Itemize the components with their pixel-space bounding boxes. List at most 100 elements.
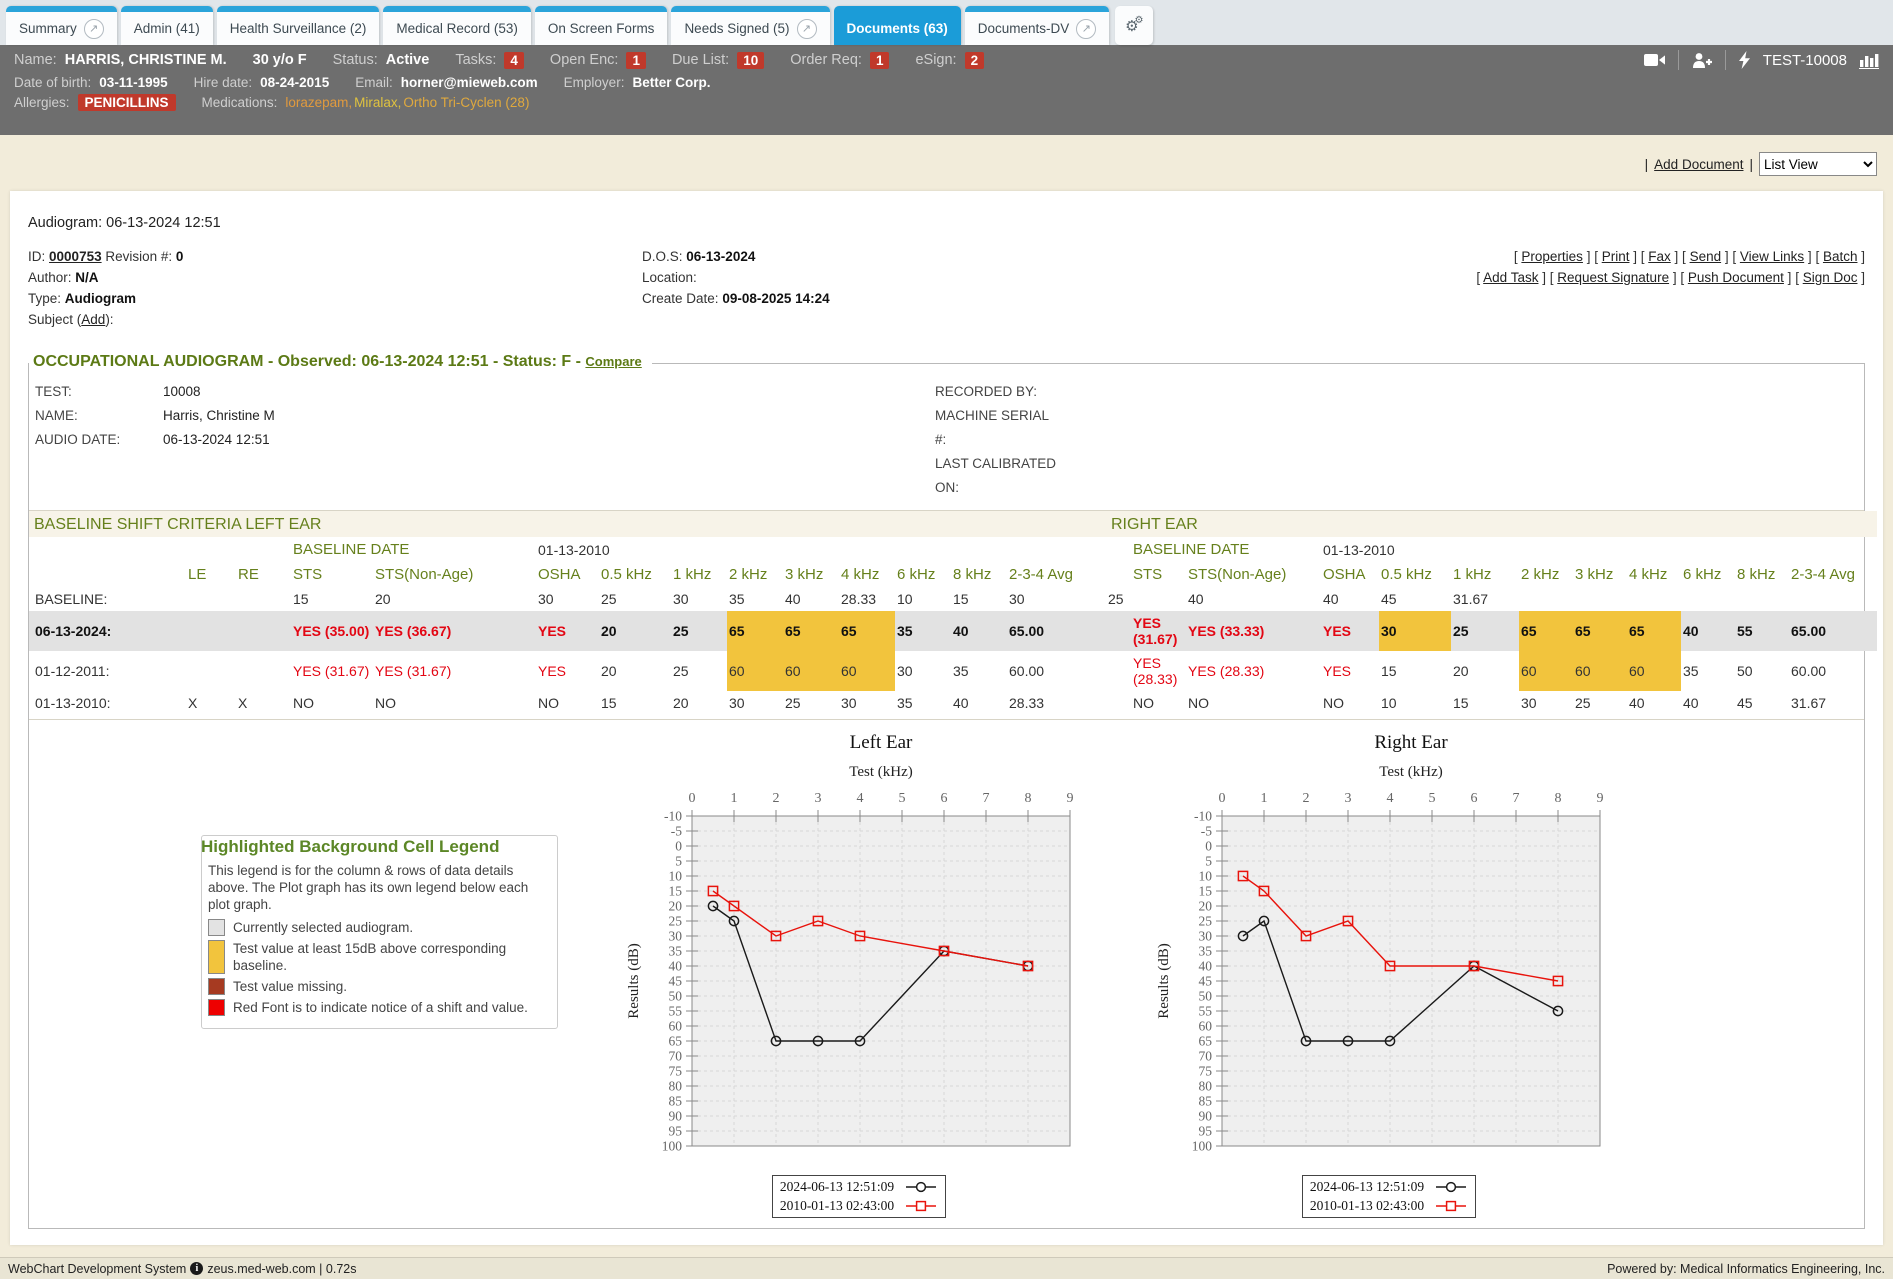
external-link-icon[interactable]: ↗ bbox=[1076, 18, 1097, 39]
bracket: [ bbox=[1811, 249, 1823, 264]
audio-date-label: AUDIO DATE: bbox=[35, 432, 121, 447]
svg-text:-10: -10 bbox=[1194, 809, 1212, 824]
request-signature-link[interactable]: Request Signature bbox=[1557, 270, 1670, 285]
tasks-badge[interactable]: 4 bbox=[504, 51, 524, 69]
cell-le bbox=[186, 651, 236, 691]
compare-link[interactable]: Compare bbox=[585, 354, 642, 369]
cell-right-7: 60 bbox=[1627, 651, 1681, 691]
chart-legend: 2024-06-13 12:51:09 2010-01-13 02:43:00 bbox=[771, 1175, 947, 1218]
gear-icon: ⚙ bbox=[1134, 15, 1144, 26]
audiogram-info-row: NAME: Harris, Christine M bbox=[35, 404, 935, 428]
sign-doc-link[interactable]: Sign Doc bbox=[1802, 270, 1858, 285]
tab-admin-41[interactable]: Admin (41) bbox=[120, 6, 213, 45]
svg-text:3: 3 bbox=[815, 791, 822, 806]
col-header-8-khz: 8 kHz bbox=[953, 566, 992, 583]
svg-text:2: 2 bbox=[773, 791, 780, 806]
view-select[interactable]: List View bbox=[1759, 152, 1877, 176]
document-title: Audiogram: 06-13-2024 12:51 bbox=[28, 215, 221, 231]
cell-right-6: 65 bbox=[1573, 611, 1627, 651]
legend-item-text: Currently selected audiogram. bbox=[233, 920, 414, 935]
view-links-link[interactable]: View Links bbox=[1739, 249, 1805, 264]
chart-legend-row: 2024-06-13 12:51:09 bbox=[1310, 1177, 1468, 1196]
cell-legend-title: Highlighted Background Cell Legend bbox=[201, 837, 500, 856]
bracket: ] bbox=[1804, 249, 1812, 264]
tab-bar: Summary ↗ Admin (41) Health Surveillance (2… bbox=[0, 0, 1893, 45]
col-header-3-khz: 3 kHz bbox=[785, 566, 824, 583]
tab-on-screen-forms[interactable]: On Screen Forms bbox=[534, 6, 668, 45]
col-header-4-khz: 4 kHz bbox=[841, 566, 880, 583]
cell-left-10: 60.00 bbox=[1009, 663, 1045, 679]
flowsheet-chart-icon[interactable] bbox=[1859, 52, 1879, 69]
order-req-badge[interactable]: 1 bbox=[869, 51, 890, 69]
settings-gear-button[interactable]: ⚙ ⚙ bbox=[1115, 6, 1154, 45]
row-date-label: BASELINE: bbox=[35, 591, 108, 607]
audiogram-row-baseline: BASELINE: 15 20 30 25 30 35 40 28.33 10 15 30 25 40 40… bbox=[29, 587, 1864, 611]
open-enc-badge[interactable]: 1 bbox=[626, 51, 646, 69]
cell-right-8: 40 bbox=[1683, 695, 1699, 711]
tab-medical-record-53[interactable]: Medical Record (53) bbox=[383, 6, 531, 45]
svg-text:Results (dB): Results (dB) bbox=[1156, 943, 1172, 1018]
svg-text:-5: -5 bbox=[671, 824, 682, 839]
cell-right-0: NO bbox=[1133, 695, 1154, 711]
tab-summary[interactable]: Summary ↗ bbox=[6, 6, 117, 45]
send-link[interactable]: Send bbox=[1689, 249, 1722, 264]
external-link-icon[interactable]: ↗ bbox=[83, 18, 104, 39]
doc-subject-add-link[interactable]: Add bbox=[81, 312, 106, 327]
push-document-link[interactable]: Push Document bbox=[1687, 270, 1784, 285]
divider bbox=[1724, 50, 1726, 70]
machine-serial-label: MACHINE SERIAL #: bbox=[935, 408, 1049, 447]
cell-right-3: 45 bbox=[1381, 591, 1397, 607]
tab-health-surveillance-2[interactable]: Health Surveillance (2) bbox=[216, 6, 380, 45]
patient-status: Active bbox=[385, 52, 430, 68]
legend-item: Red Font is to indicate notice of a shif… bbox=[208, 999, 549, 1016]
chart-legend: 2024-06-13 12:51:09 2010-01-13 02:43:00 bbox=[1301, 1175, 1477, 1218]
esign-badge[interactable]: 2 bbox=[964, 51, 985, 69]
audiogram-info-right: RECORDED BY: MACHINE SERIAL #: LAST CALIBR… bbox=[935, 380, 1063, 500]
baseline-date-left: 01-13-2010 bbox=[538, 541, 610, 558]
allergies-label: Allergies: bbox=[14, 95, 70, 110]
add-task-link[interactable]: Add Task bbox=[1483, 270, 1539, 285]
audiogram-info-row: LAST CALIBRATED ON: bbox=[935, 452, 1063, 500]
col-header-right-0-5-khz: 0.5 kHz bbox=[1381, 566, 1432, 583]
svg-text:5: 5 bbox=[675, 854, 682, 869]
external-link-icon[interactable]: ↗ bbox=[796, 18, 817, 39]
baseline-date-label: BASELINE DATE bbox=[1133, 541, 1250, 558]
quick-action-bolt-icon[interactable] bbox=[1738, 51, 1751, 69]
medication-lorazepam[interactable]: lorazepam, bbox=[285, 95, 353, 110]
medication-miralax[interactable]: Miralax, bbox=[354, 95, 402, 110]
cell-right-6: 25 bbox=[1575, 695, 1591, 711]
video-camera-icon[interactable] bbox=[1643, 52, 1666, 68]
bracket: ] bbox=[1857, 249, 1865, 264]
svg-text:6: 6 bbox=[1471, 791, 1478, 806]
medications-label: Medications: bbox=[201, 95, 278, 110]
svg-text:40: 40 bbox=[1199, 959, 1213, 974]
add-document-link[interactable]: Add Document bbox=[1654, 156, 1744, 172]
cell-right-2: YES bbox=[1323, 663, 1352, 679]
doc-revision-value: 0 bbox=[175, 249, 184, 264]
svg-text:0: 0 bbox=[675, 839, 682, 854]
tab-needs-signed-5[interactable]: Needs Signed (5) ↗ bbox=[671, 6, 830, 45]
svg-text:50: 50 bbox=[1199, 989, 1213, 1004]
cell-left-0: NO bbox=[293, 695, 314, 711]
batch-link[interactable]: Batch bbox=[1822, 249, 1858, 264]
cell-left-0: 15 bbox=[293, 591, 309, 607]
properties-link[interactable]: Properties bbox=[1521, 249, 1583, 264]
doc-create-label: Create Date: bbox=[642, 291, 719, 306]
tab-documents-dv[interactable]: Documents-DV ↗ bbox=[964, 6, 1110, 45]
medication-ortho-tri-cyclen-28[interactable]: Ortho Tri-Cyclen (28) bbox=[403, 95, 530, 110]
print-link[interactable]: Print bbox=[1601, 249, 1630, 264]
tab-documents-63[interactable]: Documents (63) bbox=[833, 6, 961, 45]
allergy-badge[interactable]: PENICILLINS bbox=[77, 94, 176, 111]
doc-id-link[interactable]: 0000753 bbox=[49, 249, 102, 264]
cell-right-6: 60 bbox=[1573, 651, 1627, 691]
svg-text:90: 90 bbox=[1199, 1109, 1213, 1124]
cell-left-0: YES (35.00) bbox=[291, 611, 373, 651]
cell-left-3: 20 bbox=[599, 611, 671, 651]
right-ear-chart: Right Ear Test (kHz) 0 1 2 3 4 5 6 7 8 9 -10 -5 0 5 10 15… bbox=[1150, 724, 1628, 1218]
due-list-badge[interactable]: 10 bbox=[737, 51, 765, 69]
baseline-shift-table: BASELINE SHIFT CRITERIA LEFT EAR RIGHT EA… bbox=[29, 511, 1877, 720]
info-icon[interactable]: i bbox=[190, 1262, 204, 1275]
cell-right-6 bbox=[1573, 587, 1627, 611]
add-person-icon[interactable] bbox=[1691, 52, 1713, 69]
fax-link[interactable]: Fax bbox=[1648, 249, 1671, 264]
